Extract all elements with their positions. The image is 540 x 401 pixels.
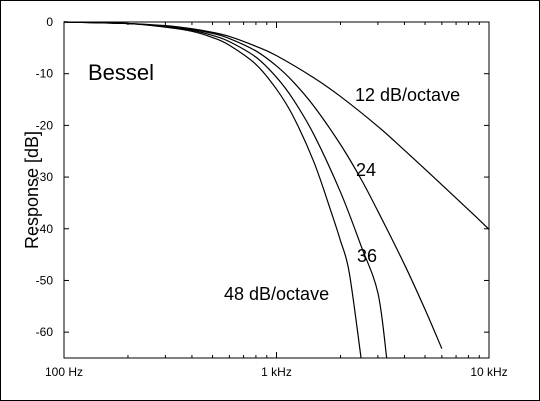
- y-tick-label: -60: [36, 325, 54, 339]
- y-tick-label: -30: [36, 170, 54, 184]
- y-tick-label: 0: [46, 15, 53, 29]
- x-tick-label: 1 kHz: [261, 365, 292, 379]
- series-annotation-1: 12 dB/octave: [355, 85, 460, 105]
- series-annotation-2: 24: [356, 160, 376, 180]
- series-line-4: [63, 21, 362, 359]
- y-tick-label: -40: [36, 222, 54, 236]
- y-axis-ticks: 0 -10 -20 -30 -40 -50 -60: [36, 15, 489, 339]
- series-lines: [63, 21, 490, 359]
- series-annotation-4: 48 dB/octave: [224, 284, 329, 304]
- x-tick-label: 10 kHz: [470, 365, 507, 379]
- series-annotation-3: 36: [357, 246, 377, 266]
- y-tick-label: -10: [36, 67, 54, 81]
- series-line-1: [63, 21, 490, 230]
- chart-title: Bessel: [88, 60, 154, 85]
- y-axis-label: Response [dB]: [22, 131, 42, 249]
- series-line-2: [63, 21, 443, 349]
- y-tick-label: -20: [36, 118, 54, 132]
- y-tick-label: -50: [36, 273, 54, 287]
- series-annotations: 12 dB/octave 24 36 48 dB/octave: [224, 85, 460, 304]
- x-axis-ticks: 100 Hz 1 kHz 10 kHz: [45, 22, 508, 379]
- x-tick-label: 100 Hz: [45, 365, 83, 379]
